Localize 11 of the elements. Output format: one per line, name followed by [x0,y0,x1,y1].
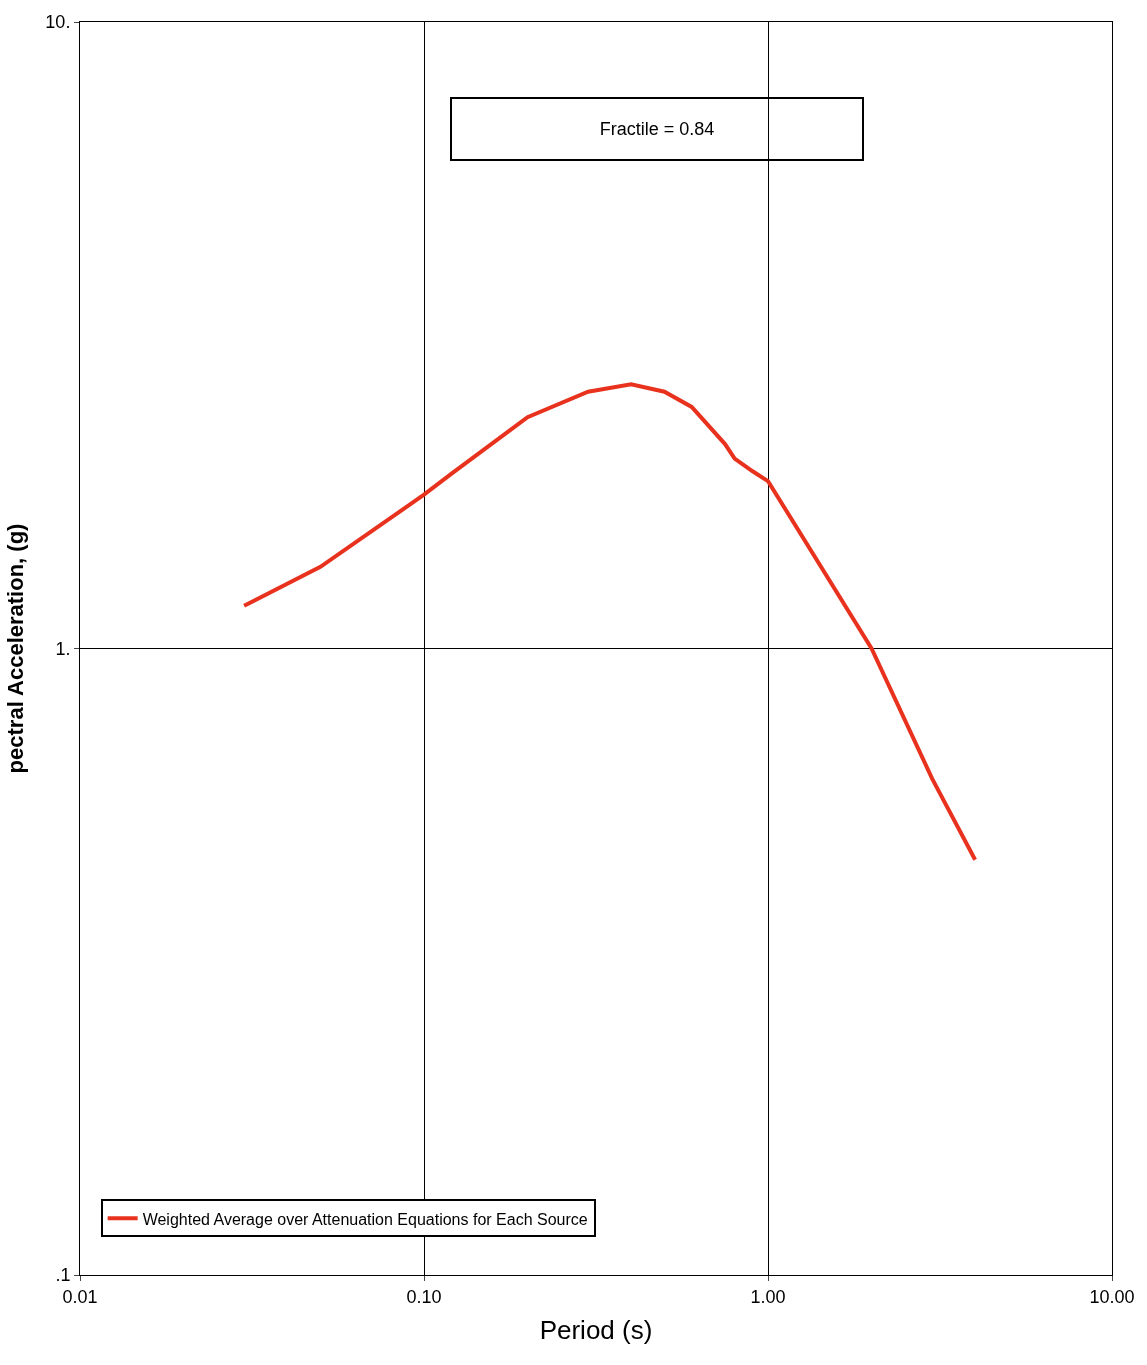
annotation: Fractile = 0.84 [599,119,715,139]
y-axis-title: pectral Acceleration, (g) [3,523,29,774]
x-tick-label: 1.00 [750,1286,786,1307]
x-tick-label: 0.10 [406,1286,442,1307]
y-tick-label: 1. [55,638,71,659]
legend-label: Weighted Average over Attenuation Equations for Each Source [142,1210,588,1228]
y-tick-label: .1 [55,1265,71,1286]
x-axis-title: Period (s) [539,1315,653,1346]
x-tick-label: 0.01 [62,1286,98,1307]
y-tick-label: 10. [45,12,71,33]
x-tick-label: 10.00 [1089,1286,1135,1307]
